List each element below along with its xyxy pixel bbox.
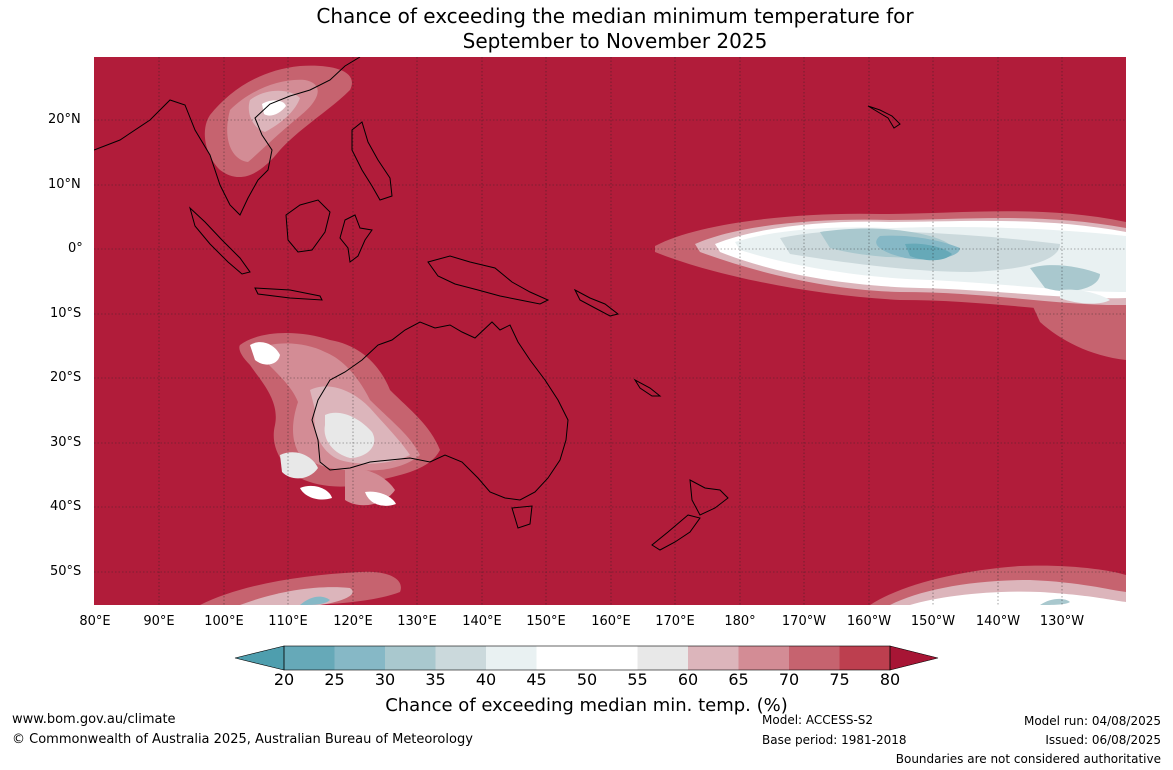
lat-label: 20°S — [50, 370, 82, 385]
colorbar-segment — [587, 646, 638, 670]
lon-label: 130°W — [1039, 614, 1085, 629]
lat-label: 20°N — [48, 112, 81, 127]
new-zealand-north-coast — [689, 479, 729, 516]
colorbar-label: Chance of exceeding median min. temp. (%… — [385, 695, 788, 716]
lat-label: 0° — [68, 241, 83, 256]
lon-label: 170°W — [781, 614, 827, 629]
map-panel — [94, 57, 1126, 605]
lon-label: 90°E — [143, 614, 175, 629]
colorbar-segments — [284, 646, 891, 670]
map-title: Chance of exceeding the median minimum t… — [0, 4, 1173, 54]
colorbar-over-arrow — [890, 646, 938, 670]
coastlines — [94, 57, 901, 551]
colorbar — [234, 645, 939, 671]
model-run-text: Model run: 04/08/2025 — [1023, 714, 1161, 728]
borneo-coast — [285, 199, 331, 253]
tasmania-coast — [511, 505, 533, 529]
graticule — [94, 57, 1126, 605]
website-link[interactable]: www.bom.gov.au/climate — [12, 712, 176, 727]
se-asia-anomaly — [204, 65, 352, 178]
lon-label: 110°E — [268, 614, 308, 629]
asia-mainland-coast — [94, 57, 361, 216]
colorbar-segment — [789, 646, 840, 670]
colorbar-segment — [334, 646, 386, 670]
colorbar-segment — [536, 646, 588, 670]
pacific-cool-anomaly — [655, 211, 1126, 360]
lon-label: 100°E — [204, 614, 244, 629]
colorbar-segment — [486, 646, 537, 670]
issued-text: Issued: 06/08/2025 — [1045, 733, 1161, 747]
lon-label: 160°W — [846, 614, 892, 629]
lat-label: 10°S — [50, 306, 82, 321]
title-line-2: September to November 2025 — [462, 29, 768, 53]
colorbar-under-arrow — [235, 646, 284, 670]
colorbar-segment — [839, 646, 891, 670]
hawaii-coast — [867, 105, 901, 129]
australia-anomaly — [239, 333, 440, 506]
colorbar-segment — [284, 646, 335, 670]
lon-label: 160°E — [591, 614, 631, 629]
lon-label: 150°W — [910, 614, 956, 629]
java-coast — [254, 287, 323, 301]
new-guinea-coast — [427, 255, 550, 305]
philippines-coast — [351, 121, 393, 201]
base-period-text: Base period: 1981-2018 — [762, 733, 907, 747]
sulawesi-coast — [339, 214, 373, 263]
colorbar-segment — [385, 646, 436, 670]
colorbar-segment — [688, 646, 739, 670]
lon-label: 170°E — [655, 614, 695, 629]
solomon-islands-coast — [573, 288, 620, 317]
colorbar-segment — [738, 646, 790, 670]
lat-label: 40°S — [50, 499, 82, 514]
new-caledonia-coast — [633, 378, 662, 397]
lon-label: 140°W — [975, 614, 1021, 629]
lat-label: 50°S — [50, 564, 82, 579]
lon-label: 120°E — [333, 614, 373, 629]
disclaimer-text: Boundaries are not considered authoritat… — [895, 752, 1161, 766]
lon-label: 140°E — [462, 614, 502, 629]
model-text: Model: ACCESS-S2 — [762, 713, 874, 727]
new-zealand-south-coast — [651, 514, 701, 551]
australia-coast — [311, 321, 569, 501]
colorbar-segment — [435, 646, 487, 670]
lon-label: 180° — [724, 614, 756, 629]
lat-label: 10°N — [48, 177, 81, 192]
copyright-text: © Commonwealth of Australia 2025, Austra… — [12, 732, 473, 747]
lon-label: 80°E — [79, 614, 111, 629]
sumatra-coast — [189, 206, 251, 275]
colorbar-segment — [637, 646, 689, 670]
lon-label: 150°E — [526, 614, 566, 629]
lon-label: 130°E — [397, 614, 437, 629]
title-line-1: Chance of exceeding the median minimum t… — [316, 4, 914, 28]
lat-label: 30°S — [50, 435, 82, 450]
